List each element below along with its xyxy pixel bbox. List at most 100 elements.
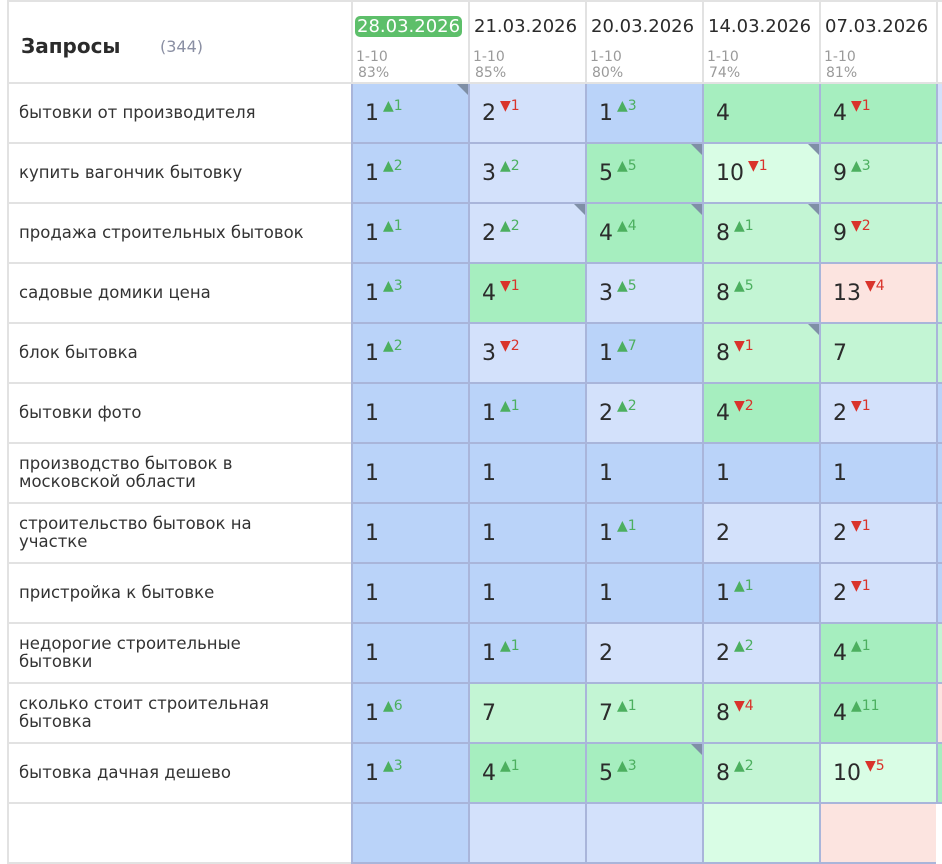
note-corner-icon[interactable] (808, 204, 819, 215)
position-cell[interactable] (351, 804, 468, 864)
date-column-header[interactable] (936, 0, 942, 84)
position-cell[interactable]: 1 ▲1 (585, 504, 702, 564)
note-corner-icon[interactable] (808, 144, 819, 155)
note-corner-icon[interactable] (808, 324, 819, 335)
position-cell[interactable]: 1 ▲1 (351, 204, 468, 264)
position-cell[interactable]: 2 (702, 504, 819, 564)
position-cell[interactable]: 4 ▲1 (819, 624, 936, 684)
query-row[interactable]: бытовки фото (7, 384, 352, 444)
query-row[interactable]: недорогие строительные бытовки (7, 624, 352, 684)
query-row[interactable]: бытовки от производителя (7, 84, 352, 144)
position-cell[interactable]: 2 ▼1 (819, 384, 936, 444)
position-cell[interactable]: 1 (468, 564, 585, 624)
position-cell[interactable]: 2 ▲2 (468, 204, 585, 264)
position-cell[interactable]: 9 ▲3 (819, 144, 936, 204)
position-cell[interactable]: 1 ▲2 (351, 144, 468, 204)
query-row[interactable]: производство бытовок в московской област… (7, 444, 352, 504)
query-row[interactable]: бытовка дачная дешево (7, 744, 352, 804)
position-cell[interactable] (936, 684, 942, 744)
position-cell[interactable] (936, 84, 942, 144)
position-cell[interactable]: 1 (351, 564, 468, 624)
position-cell[interactable]: 1 (702, 444, 819, 504)
position-cell[interactable]: 4 ▲4 (585, 204, 702, 264)
position-cell[interactable]: 8 ▼1 (702, 324, 819, 384)
position-cell[interactable]: 8 ▲2 (702, 744, 819, 804)
position-cell[interactable]: 2 ▲2 (702, 624, 819, 684)
position-cell[interactable]: 1 (351, 624, 468, 684)
position-cell[interactable] (936, 564, 942, 624)
position-cell[interactable] (936, 744, 942, 804)
position-cell[interactable]: 1 (819, 444, 936, 504)
query-row[interactable]: продажа строительных бытовок (7, 204, 352, 264)
date-label[interactable]: 21.03.2026 (474, 16, 578, 37)
position-cell[interactable] (585, 804, 702, 864)
query-row[interactable]: садовые домики цена (7, 264, 352, 324)
position-cell[interactable]: 1 (351, 384, 468, 444)
note-corner-icon[interactable] (691, 204, 702, 215)
date-column-header[interactable]: 07.03.2026 1-10 81% (819, 0, 936, 84)
position-cell[interactable]: 10 ▼1 (702, 144, 819, 204)
position-cell[interactable]: 1 ▲3 (351, 744, 468, 804)
position-cell[interactable]: 1 (351, 444, 468, 504)
date-label[interactable]: 14.03.2026 (708, 16, 812, 37)
position-cell[interactable]: 8 ▲1 (702, 204, 819, 264)
position-cell[interactable] (468, 804, 585, 864)
position-cell[interactable]: 1 ▲1 (468, 384, 585, 444)
position-cell[interactable]: 4 ▲11 (819, 684, 936, 744)
position-cell[interactable]: 13 ▼4 (819, 264, 936, 324)
position-cell[interactable]: 5 ▲5 (585, 144, 702, 204)
position-cell[interactable]: 1 ▲6 (351, 684, 468, 744)
position-cell[interactable]: 1 ▲1 (702, 564, 819, 624)
position-cell[interactable]: 1 ▲3 (585, 84, 702, 144)
note-corner-icon[interactable] (457, 84, 468, 95)
position-cell[interactable]: 4 ▲1 (468, 744, 585, 804)
position-cell[interactable]: 2 ▼1 (819, 504, 936, 564)
note-corner-icon[interactable] (691, 744, 702, 755)
position-cell[interactable] (936, 444, 942, 504)
position-cell[interactable] (936, 264, 942, 324)
position-cell[interactable]: 7 (819, 324, 936, 384)
position-cell[interactable]: 7 (468, 684, 585, 744)
position-cell[interactable] (936, 324, 942, 384)
position-cell[interactable] (936, 384, 942, 444)
position-cell[interactable] (936, 624, 942, 684)
position-cell[interactable]: 1 ▲1 (351, 84, 468, 144)
date-column-header[interactable]: 20.03.2026 1-10 80% (585, 0, 702, 84)
query-row[interactable]: блок бытовка (7, 324, 352, 384)
position-cell[interactable]: 3 ▼2 (468, 324, 585, 384)
position-cell[interactable]: 8 ▼4 (702, 684, 819, 744)
position-cell[interactable]: 1 ▲3 (351, 264, 468, 324)
position-cell[interactable]: 1 (468, 504, 585, 564)
query-row[interactable]: купить вагончик бытовку (7, 144, 352, 204)
position-cell[interactable]: 10 ▼5 (819, 744, 936, 804)
position-cell[interactable]: 2 (585, 624, 702, 684)
position-cell[interactable]: 8 ▲5 (702, 264, 819, 324)
position-cell[interactable]: 9 ▼2 (819, 204, 936, 264)
position-cell[interactable] (819, 804, 936, 864)
position-cell[interactable]: 7 ▲1 (585, 684, 702, 744)
date-label[interactable]: 28.03.2026 (355, 16, 463, 37)
query-row[interactable]: сколько стоит строительная бытовка (7, 684, 352, 744)
position-cell[interactable]: 2 ▼1 (468, 84, 585, 144)
position-cell[interactable]: 1 (468, 444, 585, 504)
position-cell[interactable]: 5 ▲3 (585, 744, 702, 804)
note-corner-icon[interactable] (574, 204, 585, 215)
note-corner-icon[interactable] (691, 144, 702, 155)
position-cell[interactable]: 4 ▼1 (819, 84, 936, 144)
position-cell[interactable]: 1 ▲2 (351, 324, 468, 384)
query-row[interactable]: пристройка к бытовке (7, 564, 352, 624)
query-row[interactable] (7, 804, 352, 864)
position-cell[interactable]: 2 ▲2 (585, 384, 702, 444)
position-cell[interactable]: 3 ▲5 (585, 264, 702, 324)
date-column-header[interactable]: 28.03.2026 1-10 83% (351, 0, 468, 84)
position-cell[interactable]: 4 (702, 84, 819, 144)
query-row[interactable]: строительство бытовок на участке (7, 504, 352, 564)
date-column-header[interactable]: 21.03.2026 1-10 85% (468, 0, 585, 84)
position-cell[interactable]: 1 (585, 444, 702, 504)
position-cell[interactable]: 1 (351, 504, 468, 564)
date-column-header[interactable]: 14.03.2026 1-10 74% (702, 0, 819, 84)
position-cell[interactable] (702, 804, 819, 864)
position-cell[interactable] (936, 204, 942, 264)
position-cell[interactable]: 3 ▲2 (468, 144, 585, 204)
date-label[interactable]: 07.03.2026 (825, 16, 929, 37)
